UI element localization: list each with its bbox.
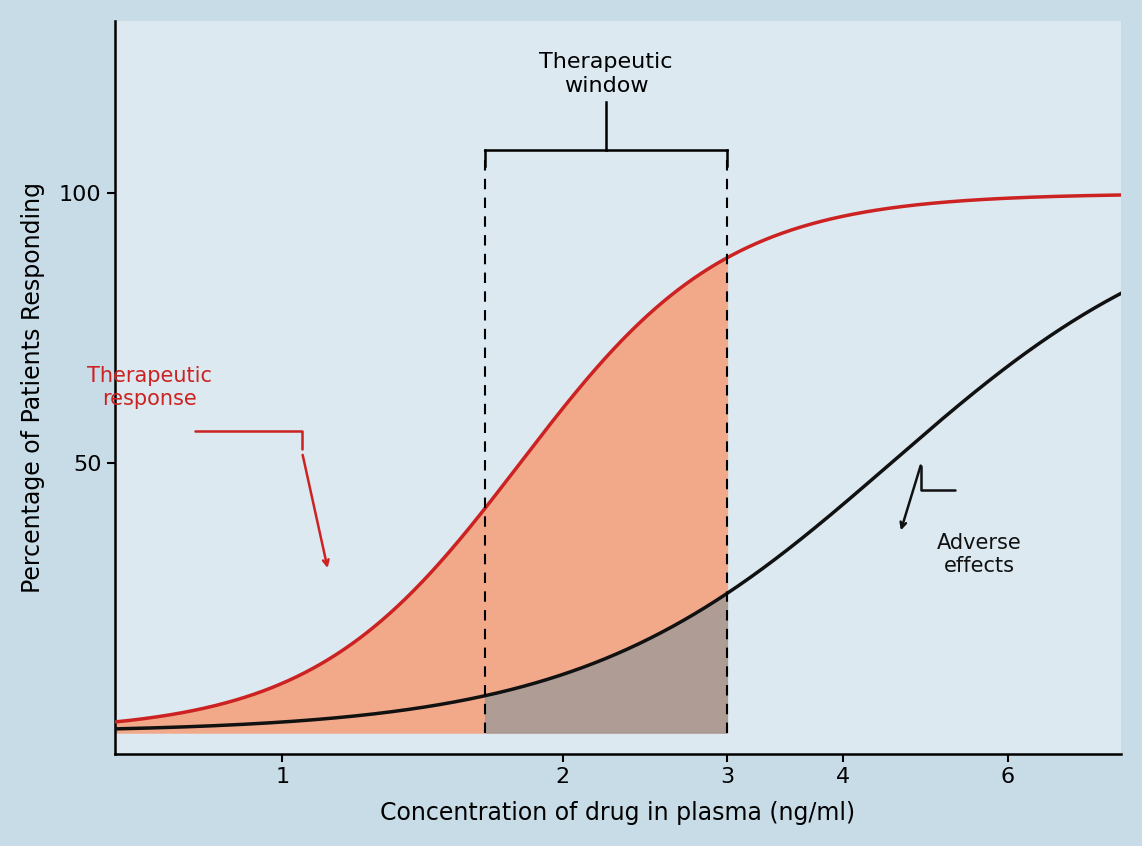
Y-axis label: Percentage of Patients Responding: Percentage of Patients Responding	[21, 182, 45, 593]
X-axis label: Concentration of drug in plasma (ng/ml): Concentration of drug in plasma (ng/ml)	[380, 801, 855, 825]
Text: Adverse
effects: Adverse effects	[938, 533, 1022, 576]
Text: Therapeutic
response: Therapeutic response	[87, 365, 211, 409]
Text: Therapeutic
window: Therapeutic window	[539, 52, 673, 96]
